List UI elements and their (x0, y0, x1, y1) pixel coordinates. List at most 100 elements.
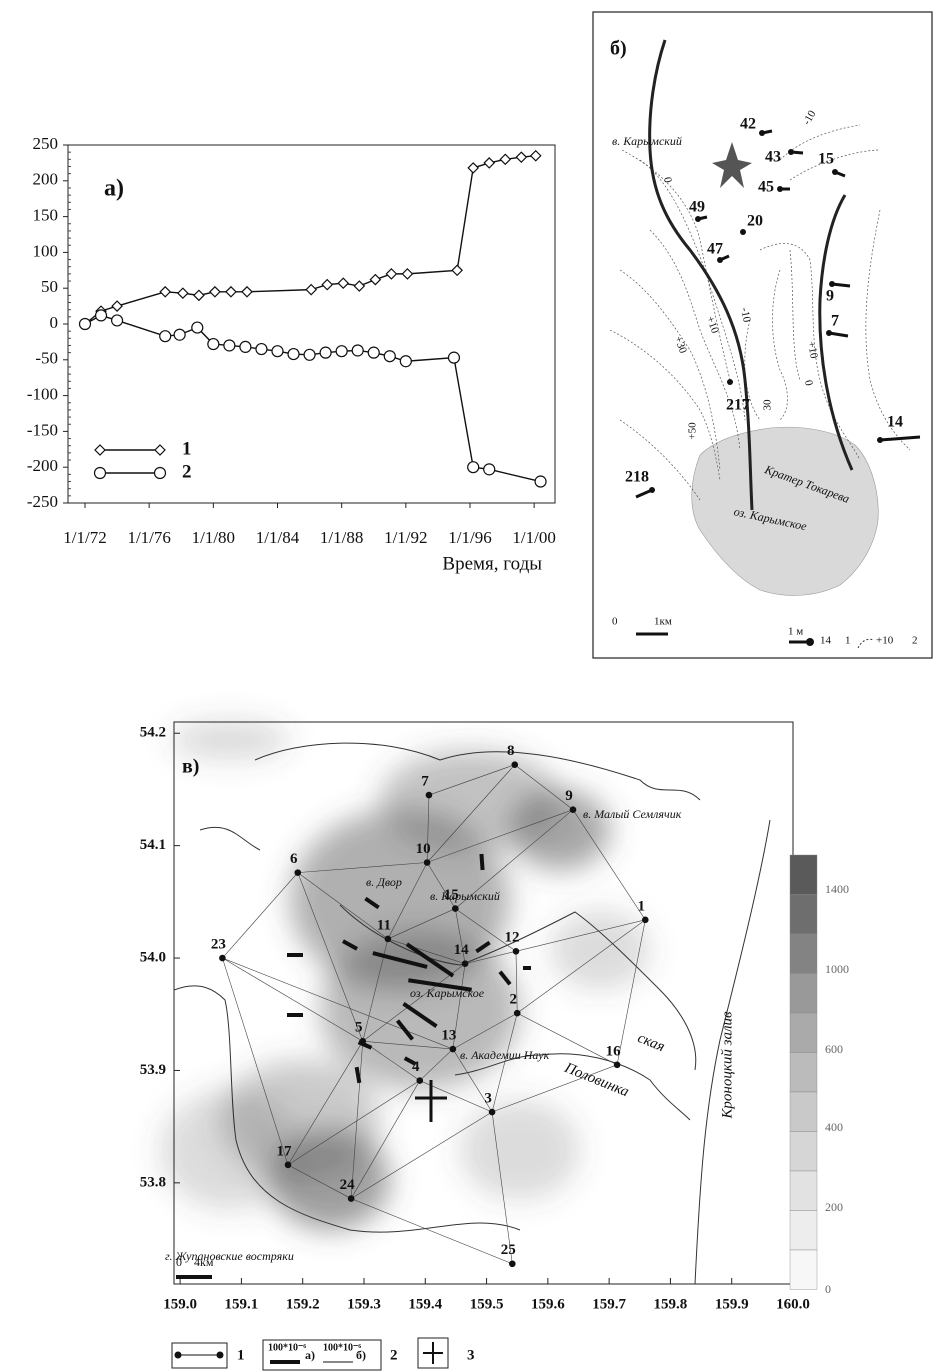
marker (337, 277, 350, 290)
network-link (515, 919, 646, 952)
panel-frame (592, 11, 933, 659)
lake (691, 426, 879, 596)
network-link (297, 862, 428, 873)
marker (451, 264, 463, 277)
x-tick-label: 159.5 (470, 1296, 504, 1312)
legend-dot (216, 1351, 224, 1359)
marker (305, 283, 318, 296)
colorbar-label: 400 (825, 1120, 843, 1134)
x-tick-label: 159.3 (347, 1296, 381, 1312)
marker (153, 466, 167, 480)
panel-label: а) (104, 176, 124, 202)
station (449, 1045, 457, 1053)
station-dot (649, 487, 655, 493)
relief-blob (550, 910, 650, 990)
station-label: 4 (412, 1059, 420, 1075)
network-link (616, 919, 646, 1065)
contour-line (619, 269, 721, 471)
place-name: Половинка (561, 1060, 631, 1101)
panel-label: б) (610, 38, 627, 60)
station-label: 16 (606, 1043, 622, 1059)
marker (173, 328, 186, 341)
y-tick-label: 150 (33, 206, 59, 225)
station-dot (740, 229, 746, 235)
network-link (362, 1040, 420, 1081)
marker (255, 342, 268, 356)
marker (193, 289, 205, 302)
network-link (362, 963, 466, 1042)
legend-label: 1 (182, 438, 192, 459)
station-label: 217 (726, 397, 750, 414)
strain-bar (372, 951, 428, 969)
network-link (350, 1111, 493, 1199)
legend-label: 2 (182, 461, 192, 482)
station-dot (777, 186, 783, 192)
colorbar-band (789, 1091, 818, 1132)
station-label: 25 (501, 1242, 516, 1258)
station-label: 11 (377, 917, 391, 933)
panel-a: -250 -200 -150 -100 -50 0 50 100 150 200 250 1/1/72… (27, 134, 556, 574)
scale-label: 0 (176, 1255, 182, 1269)
strain-bar (403, 1056, 417, 1066)
network-link (297, 872, 364, 1042)
legend-box (171, 1342, 228, 1369)
place-name: в. Малый Семлячик (583, 807, 682, 821)
y-tick-label: -250 (27, 492, 58, 511)
map-outline (694, 819, 771, 1285)
network-link (222, 957, 363, 1042)
map-outline (173, 985, 521, 1233)
colorbar-label: 1000 (825, 962, 849, 976)
station-label: 7 (421, 773, 429, 789)
marker (499, 153, 512, 166)
colorbar-band (789, 1170, 818, 1211)
colorbar-band (789, 973, 818, 1014)
marker (93, 466, 107, 480)
colorbar-band (789, 894, 818, 935)
contour-line (865, 209, 911, 451)
station-dot (759, 130, 765, 136)
contour-label: +10 (704, 315, 721, 336)
station-dot (695, 216, 701, 222)
station (219, 954, 226, 962)
marker (534, 475, 547, 488)
legend-label: 14 (820, 635, 832, 647)
station-label: 3 (484, 1090, 492, 1106)
x-tick-label: 1/1/92 (384, 528, 427, 547)
x-tick-label: 159.9 (715, 1296, 749, 1312)
station-label: 13 (441, 1028, 456, 1044)
station (384, 935, 392, 943)
network-link (452, 1048, 493, 1113)
marker (447, 351, 461, 364)
network-link (427, 809, 574, 863)
station-label: 14 (887, 414, 903, 431)
network-link (350, 1080, 421, 1199)
contour-label: 0 (802, 379, 815, 387)
marker (369, 273, 382, 286)
station-vector (831, 282, 851, 288)
network-link (387, 908, 456, 940)
colorbar-band (789, 1131, 818, 1172)
station-label: 218 (625, 469, 649, 486)
marker (177, 287, 189, 300)
station (488, 1108, 496, 1116)
strain-bar (342, 939, 358, 951)
marker (351, 344, 364, 357)
legend-dot (806, 638, 814, 646)
volcano-name: в. Карымский (612, 134, 682, 148)
marker (515, 151, 528, 164)
station-vector (828, 331, 849, 338)
legend-cross (423, 1342, 443, 1364)
contour-line (772, 269, 788, 421)
x-tick-label: 1/1/76 (127, 528, 170, 547)
network-link (297, 872, 389, 940)
marker (319, 346, 332, 359)
marker (529, 149, 542, 162)
marker (94, 444, 106, 456)
contour-line (779, 124, 861, 161)
network-link (465, 951, 517, 964)
station-label: 49 (689, 199, 705, 216)
strain-bar (354, 1066, 362, 1084)
series-line (84, 155, 536, 325)
contour-line (619, 419, 701, 501)
